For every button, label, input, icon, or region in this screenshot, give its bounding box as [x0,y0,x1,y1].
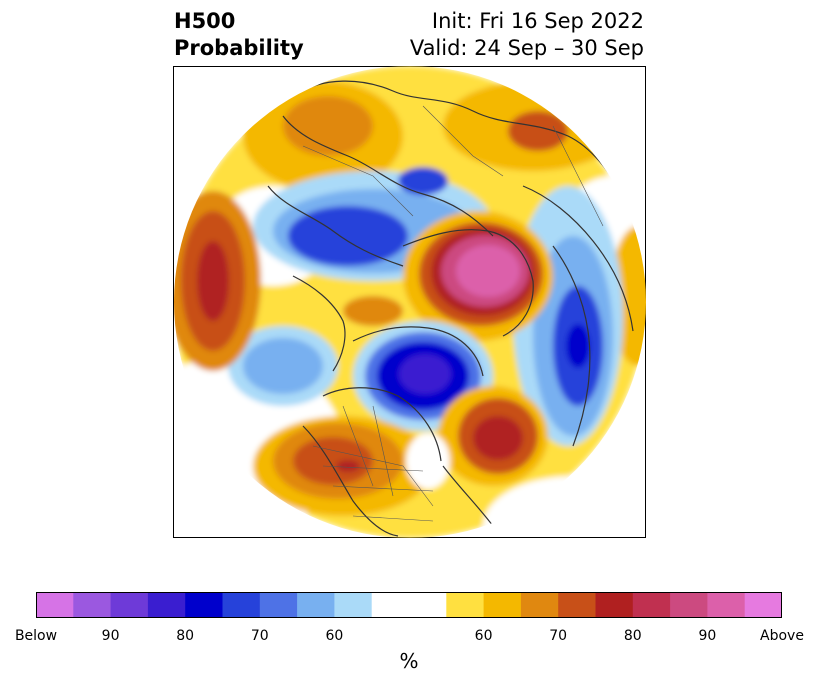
colorbar-segment [670,592,708,618]
title-init: Init: Fri 16 Sep 2022 [431,9,644,33]
colorbar-tick-label: 60 [474,628,493,644]
probability-field [174,66,646,538]
colorbar-segment [707,592,746,618]
colorbar-tick-label: 70 [250,628,269,644]
colorbar-segment [185,592,223,618]
colorbar-tick-label: 60 [325,628,344,644]
coastlines [267,80,634,537]
borders [302,105,604,522]
colorbar-tick-label: Above [760,628,804,644]
colorbar-segment [334,592,373,618]
colorbar [36,592,782,618]
title-left: H500 Probability [174,8,304,62]
colorbar-segment [595,592,634,618]
colorbar-border [36,592,782,618]
colorbar-segment [297,592,335,618]
colorbar-tick-label: 90 [698,628,717,644]
colorbar-segment [147,592,186,618]
title-variable: H500 [174,9,236,33]
title-valid: Valid: 24 Sep – 30 Sep [409,36,644,60]
colorbar-segment [744,592,782,618]
colorbar-unit-label: % [399,649,419,673]
colorbar-segment [222,592,261,618]
colorbar-tick-label: 90 [101,628,120,644]
title-product: Probability [174,36,304,60]
colorbar-segment [520,592,559,618]
colorbar-segment [558,592,596,618]
colorbar-tick-label: 70 [549,628,568,644]
colorbar-segment [483,592,522,618]
colorbar-segment [446,592,485,618]
colorbar-segment [259,592,298,618]
colorbar-tick-label: 80 [623,628,642,644]
colorbar-segment [36,592,74,618]
colorbar-segment [632,592,671,618]
probability-map [173,66,646,538]
colorbar-segment [371,592,447,618]
colorbar-segment [73,592,112,618]
colorbar-segment [110,592,149,618]
title-right: Init: Fri 16 Sep 2022 Valid: 24 Sep – 30… [410,8,644,62]
colorbar-tick-label: 80 [176,628,195,644]
colorbar-tick-label: Below [14,628,58,644]
